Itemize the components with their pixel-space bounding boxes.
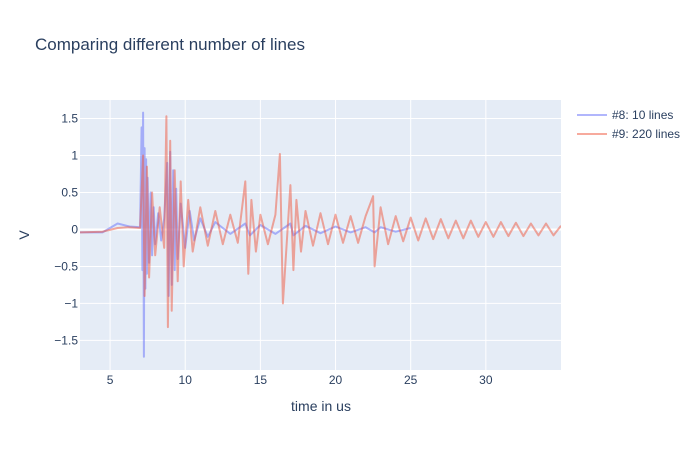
- plot-area: 5 10 15 20 25 30 −1.5 −1 −0.5 0 0.5 1 1.5: [54, 100, 561, 387]
- x-axis-title: time in us: [291, 398, 351, 414]
- y-tick-label: 1: [71, 148, 78, 162]
- y-tick-label: −1: [64, 296, 78, 310]
- y-tick-label: 0: [71, 222, 78, 236]
- x-tick-label: 20: [329, 373, 343, 387]
- x-tick-label: 30: [479, 373, 493, 387]
- series-group: [80, 111, 561, 358]
- x-tick-label: 15: [254, 373, 268, 387]
- series-line-2: [80, 115, 561, 329]
- y-axis-title: V: [16, 230, 32, 240]
- legend-label: #8: 10 lines: [612, 108, 673, 122]
- y-tick-label: 0.5: [61, 185, 78, 199]
- legend[interactable]: #8: 10 lines #9: 220 lines: [577, 108, 680, 141]
- x-tick-label: 25: [404, 373, 418, 387]
- legend-item[interactable]: #8: 10 lines: [577, 108, 673, 122]
- x-tick-label: 5: [107, 373, 114, 387]
- chart-title: Comparing different number of lines: [35, 35, 305, 54]
- y-tick-label: −1.5: [54, 333, 78, 347]
- x-tick-label: 10: [179, 373, 193, 387]
- y-tick-label: 1.5: [61, 111, 78, 125]
- legend-item[interactable]: #9: 220 lines: [577, 127, 680, 141]
- legend-label: #9: 220 lines: [612, 127, 680, 141]
- y-tick-label: −0.5: [54, 259, 78, 273]
